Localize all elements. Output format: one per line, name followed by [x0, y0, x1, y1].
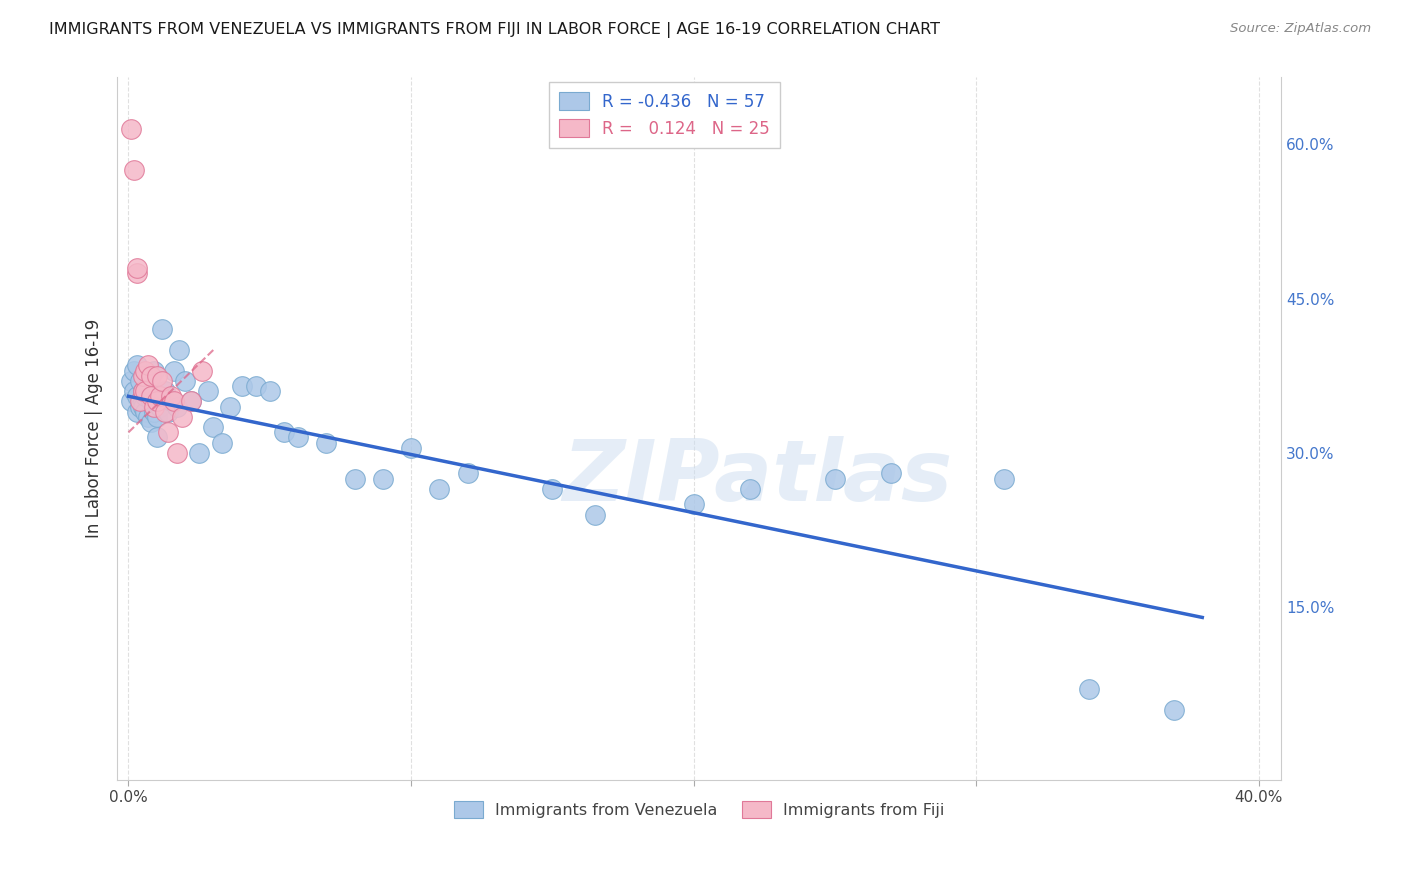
Point [880, 467, 903, 481]
Point [197, 384, 219, 399]
Point [427, 482, 450, 496]
Point [169, 343, 191, 357]
Point [145, 430, 167, 444]
Point [142, 363, 165, 377]
Point [139, 394, 162, 409]
Point [219, 400, 242, 414]
Point [583, 508, 606, 522]
Point [139, 389, 162, 403]
Point [136, 379, 159, 393]
Point [315, 435, 337, 450]
Text: ZIPatlas: ZIPatlas [562, 436, 953, 519]
Point [155, 405, 177, 419]
Point [259, 384, 281, 399]
Text: IMMIGRANTS FROM VENEZUELA VS IMMIGRANTS FROM FIJI IN LABOR FORCE | AGE 16-19 COR: IMMIGRANTS FROM VENEZUELA VS IMMIGRANTS … [49, 22, 941, 38]
Point [128, 400, 150, 414]
Y-axis label: In Labor Force | Age 16-19: In Labor Force | Age 16-19 [86, 319, 103, 538]
Point [457, 467, 479, 481]
Point [157, 425, 180, 440]
Point [399, 441, 422, 455]
Point [541, 482, 564, 496]
Point [131, 394, 153, 409]
Point [139, 415, 162, 429]
Point [191, 363, 214, 377]
Point [160, 389, 183, 403]
Point [152, 322, 174, 336]
Point [231, 379, 253, 393]
Point [166, 400, 188, 414]
Point [122, 163, 145, 178]
Point [145, 409, 167, 424]
Point [122, 384, 145, 399]
Point [166, 446, 188, 460]
Point [128, 374, 150, 388]
Point [157, 405, 180, 419]
Point [148, 389, 170, 403]
Point [211, 435, 233, 450]
Point [122, 363, 145, 377]
Point [245, 379, 267, 393]
Point [136, 359, 159, 373]
Point [148, 400, 170, 414]
Point [1078, 682, 1101, 697]
Text: Source: ZipAtlas.com: Source: ZipAtlas.com [1230, 22, 1371, 36]
Point [125, 359, 148, 373]
Point [125, 266, 148, 280]
Point [172, 409, 194, 424]
Legend: Immigrants from Venezuela, Immigrants from Fiji: Immigrants from Venezuela, Immigrants fr… [447, 795, 950, 825]
Point [824, 472, 846, 486]
Point [740, 482, 762, 496]
Point [120, 374, 142, 388]
Point [682, 497, 704, 511]
Point [125, 389, 148, 403]
Point [125, 260, 148, 275]
Point [120, 394, 142, 409]
Point [131, 384, 153, 399]
Point [145, 394, 167, 409]
Point [131, 368, 153, 383]
Point [120, 121, 142, 136]
Point [343, 472, 366, 486]
Point [142, 400, 165, 414]
Point [152, 374, 174, 388]
Point [145, 368, 167, 383]
Point [160, 394, 183, 409]
Point [163, 394, 186, 409]
Point [174, 374, 197, 388]
Point [155, 384, 177, 399]
Point [993, 472, 1015, 486]
Point [134, 389, 156, 403]
Point [180, 394, 202, 409]
Point [136, 409, 159, 424]
Point [134, 363, 156, 377]
Point [125, 405, 148, 419]
Point [134, 405, 156, 419]
Point [287, 430, 309, 444]
Point [163, 363, 186, 377]
Point [202, 420, 225, 434]
Point [1163, 703, 1185, 717]
Point [142, 405, 165, 419]
Point [131, 400, 153, 414]
Point [188, 446, 211, 460]
Point [131, 384, 153, 399]
Point [371, 472, 394, 486]
Point [273, 425, 295, 440]
Point [134, 384, 156, 399]
Point [180, 394, 202, 409]
Point [128, 394, 150, 409]
Point [139, 368, 162, 383]
